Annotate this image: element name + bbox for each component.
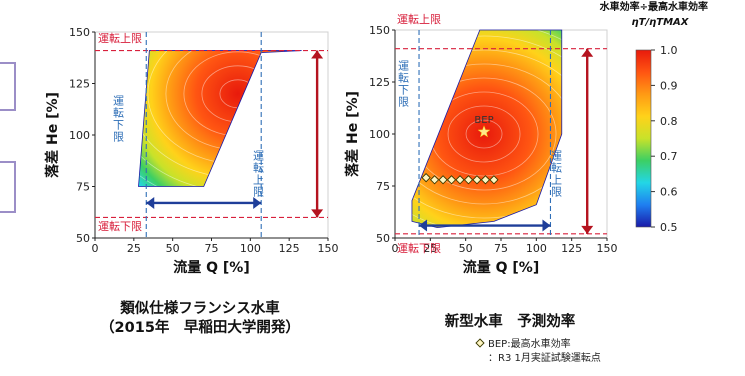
- bep-label: BEP: [474, 115, 493, 126]
- right-x-axis-label: 流量 Q [%]: [463, 259, 539, 276]
- test-point-marker: [463, 175, 474, 185]
- cropped-frame-fragment-top: [0, 62, 16, 111]
- test-point-marker: [480, 175, 491, 185]
- left-limit-label: 運転上限: [252, 150, 265, 198]
- colorbar-title: 水車効率÷最高水車効率: [599, 0, 708, 13]
- left-y-tick-label: 100: [69, 129, 90, 142]
- left-y-axis-label: 落差 He [%]: [44, 92, 61, 178]
- right-y-tick-label: 150: [369, 24, 390, 37]
- left-chart: 0 25 50 75 100 125 150 50 75 100 125 150 流量 Q [%] 落差 …: [44, 26, 339, 276]
- colorbar-tick-label: 0.7: [660, 150, 678, 163]
- right-caption-line-1: 新型水車 予測効率: [444, 314, 576, 330]
- left-x-tick-label: 0: [92, 242, 99, 255]
- left-x-tick-label: 125: [279, 242, 300, 255]
- right-arrowhead: [581, 225, 594, 234]
- right-limit-label: 運転下限: [397, 60, 410, 108]
- colorbar-tick-label: 0.5: [660, 221, 678, 234]
- right-contour-line: [411, 49, 562, 219]
- left-arrowhead: [253, 196, 262, 209]
- right-x-tick-label: 25: [423, 242, 437, 255]
- left-limit-label: 運転上限: [98, 32, 142, 45]
- right-x-tick-label: 50: [459, 242, 473, 255]
- test-point-marker: [472, 175, 482, 185]
- right-contour-line: [411, 63, 562, 205]
- colorbar-subtitle: ηT/ηTMAX: [632, 17, 690, 28]
- legend-test-point-marker: [475, 338, 485, 348]
- test-point-marker: [446, 175, 457, 185]
- bep-star-marker: [477, 124, 491, 138]
- left-y-tick-label: 50: [76, 232, 90, 245]
- left-x-tick-label: 50: [166, 242, 180, 255]
- legend-test-point-text: ：R3 1月実証試験運転点: [488, 351, 601, 364]
- right-chart: 0 25 50 75 100 125 150 50 75 100 125 150 流量 Q [%] 落差 …: [344, 24, 618, 276]
- right-contour-line: [447, 105, 521, 163]
- colorbar-tick-label: 0.6: [660, 186, 678, 199]
- right-chart-caption: 新型水車 予測効率: [410, 313, 610, 332]
- left-y-tick-label: 125: [69, 78, 90, 91]
- left-x-tick-label: 100: [240, 242, 261, 255]
- right-x-tick-label: 125: [561, 242, 582, 255]
- test-point-marker: [489, 175, 499, 185]
- left-caption-line-2: （2015年 早稲田大学開発）: [100, 320, 300, 336]
- left-y-tick-label: 75: [76, 181, 90, 194]
- cropped-frame-fragment-bottom: [0, 161, 16, 213]
- right-y-tick-label: 75: [376, 180, 390, 193]
- left-x-axis-label: 流量 Q [%]: [173, 259, 249, 276]
- right-arrowhead: [581, 48, 594, 57]
- left-limit-label: 運転下限: [98, 220, 142, 233]
- left-x-tick-label: 150: [318, 242, 339, 255]
- right-limit-label: 運転上限: [550, 150, 563, 198]
- colorbar-scale: [635, 49, 652, 228]
- right-y-tick-label: 125: [369, 76, 390, 89]
- left-limit-label: 運転下限: [112, 95, 125, 143]
- test-point-marker: [438, 175, 448, 185]
- left-arrowhead: [311, 209, 324, 218]
- right-arrowhead: [542, 219, 551, 232]
- right-y-tick-label: 50: [376, 232, 390, 245]
- left-region-outline: [138, 50, 302, 187]
- colorbar-tick-label: 0.8: [660, 115, 678, 128]
- left-x-tick-label: 75: [205, 242, 219, 255]
- left-arrowhead: [311, 50, 324, 59]
- left-arrowhead: [146, 196, 155, 209]
- colorbar-tick-label: 1.0: [660, 44, 678, 57]
- left-x-tick-label: 25: [127, 242, 141, 255]
- right-y-axis-label: 落差 He [%]: [344, 91, 361, 177]
- test-point-marker: [429, 175, 440, 185]
- right-contour-line: [411, 35, 562, 228]
- right-x-tick-label: 100: [526, 242, 547, 255]
- right-x-tick-label: 150: [597, 242, 618, 255]
- colorbar-tick-label: 0.9: [660, 79, 678, 92]
- right-limit-label: 運転下限: [397, 242, 441, 255]
- right-x-tick-label: 75: [494, 242, 508, 255]
- right-arrowhead: [419, 219, 428, 232]
- left-y-tick-label: 150: [69, 26, 90, 39]
- legend-bep-text: BEP:最高水車効率: [488, 337, 571, 350]
- left-chart-caption: 類似仕様フランシス水車 （2015年 早稲田大学開発）: [100, 300, 300, 338]
- right-contour-line: [465, 119, 503, 149]
- right-limit-label: 運転上限: [397, 13, 441, 26]
- test-point-marker: [421, 173, 431, 183]
- test-point-marker: [455, 175, 465, 185]
- right-y-tick-label: 100: [369, 128, 390, 141]
- left-caption-line-1: 類似仕様フランシス水車: [120, 301, 280, 317]
- right-x-tick-label: 0: [392, 242, 399, 255]
